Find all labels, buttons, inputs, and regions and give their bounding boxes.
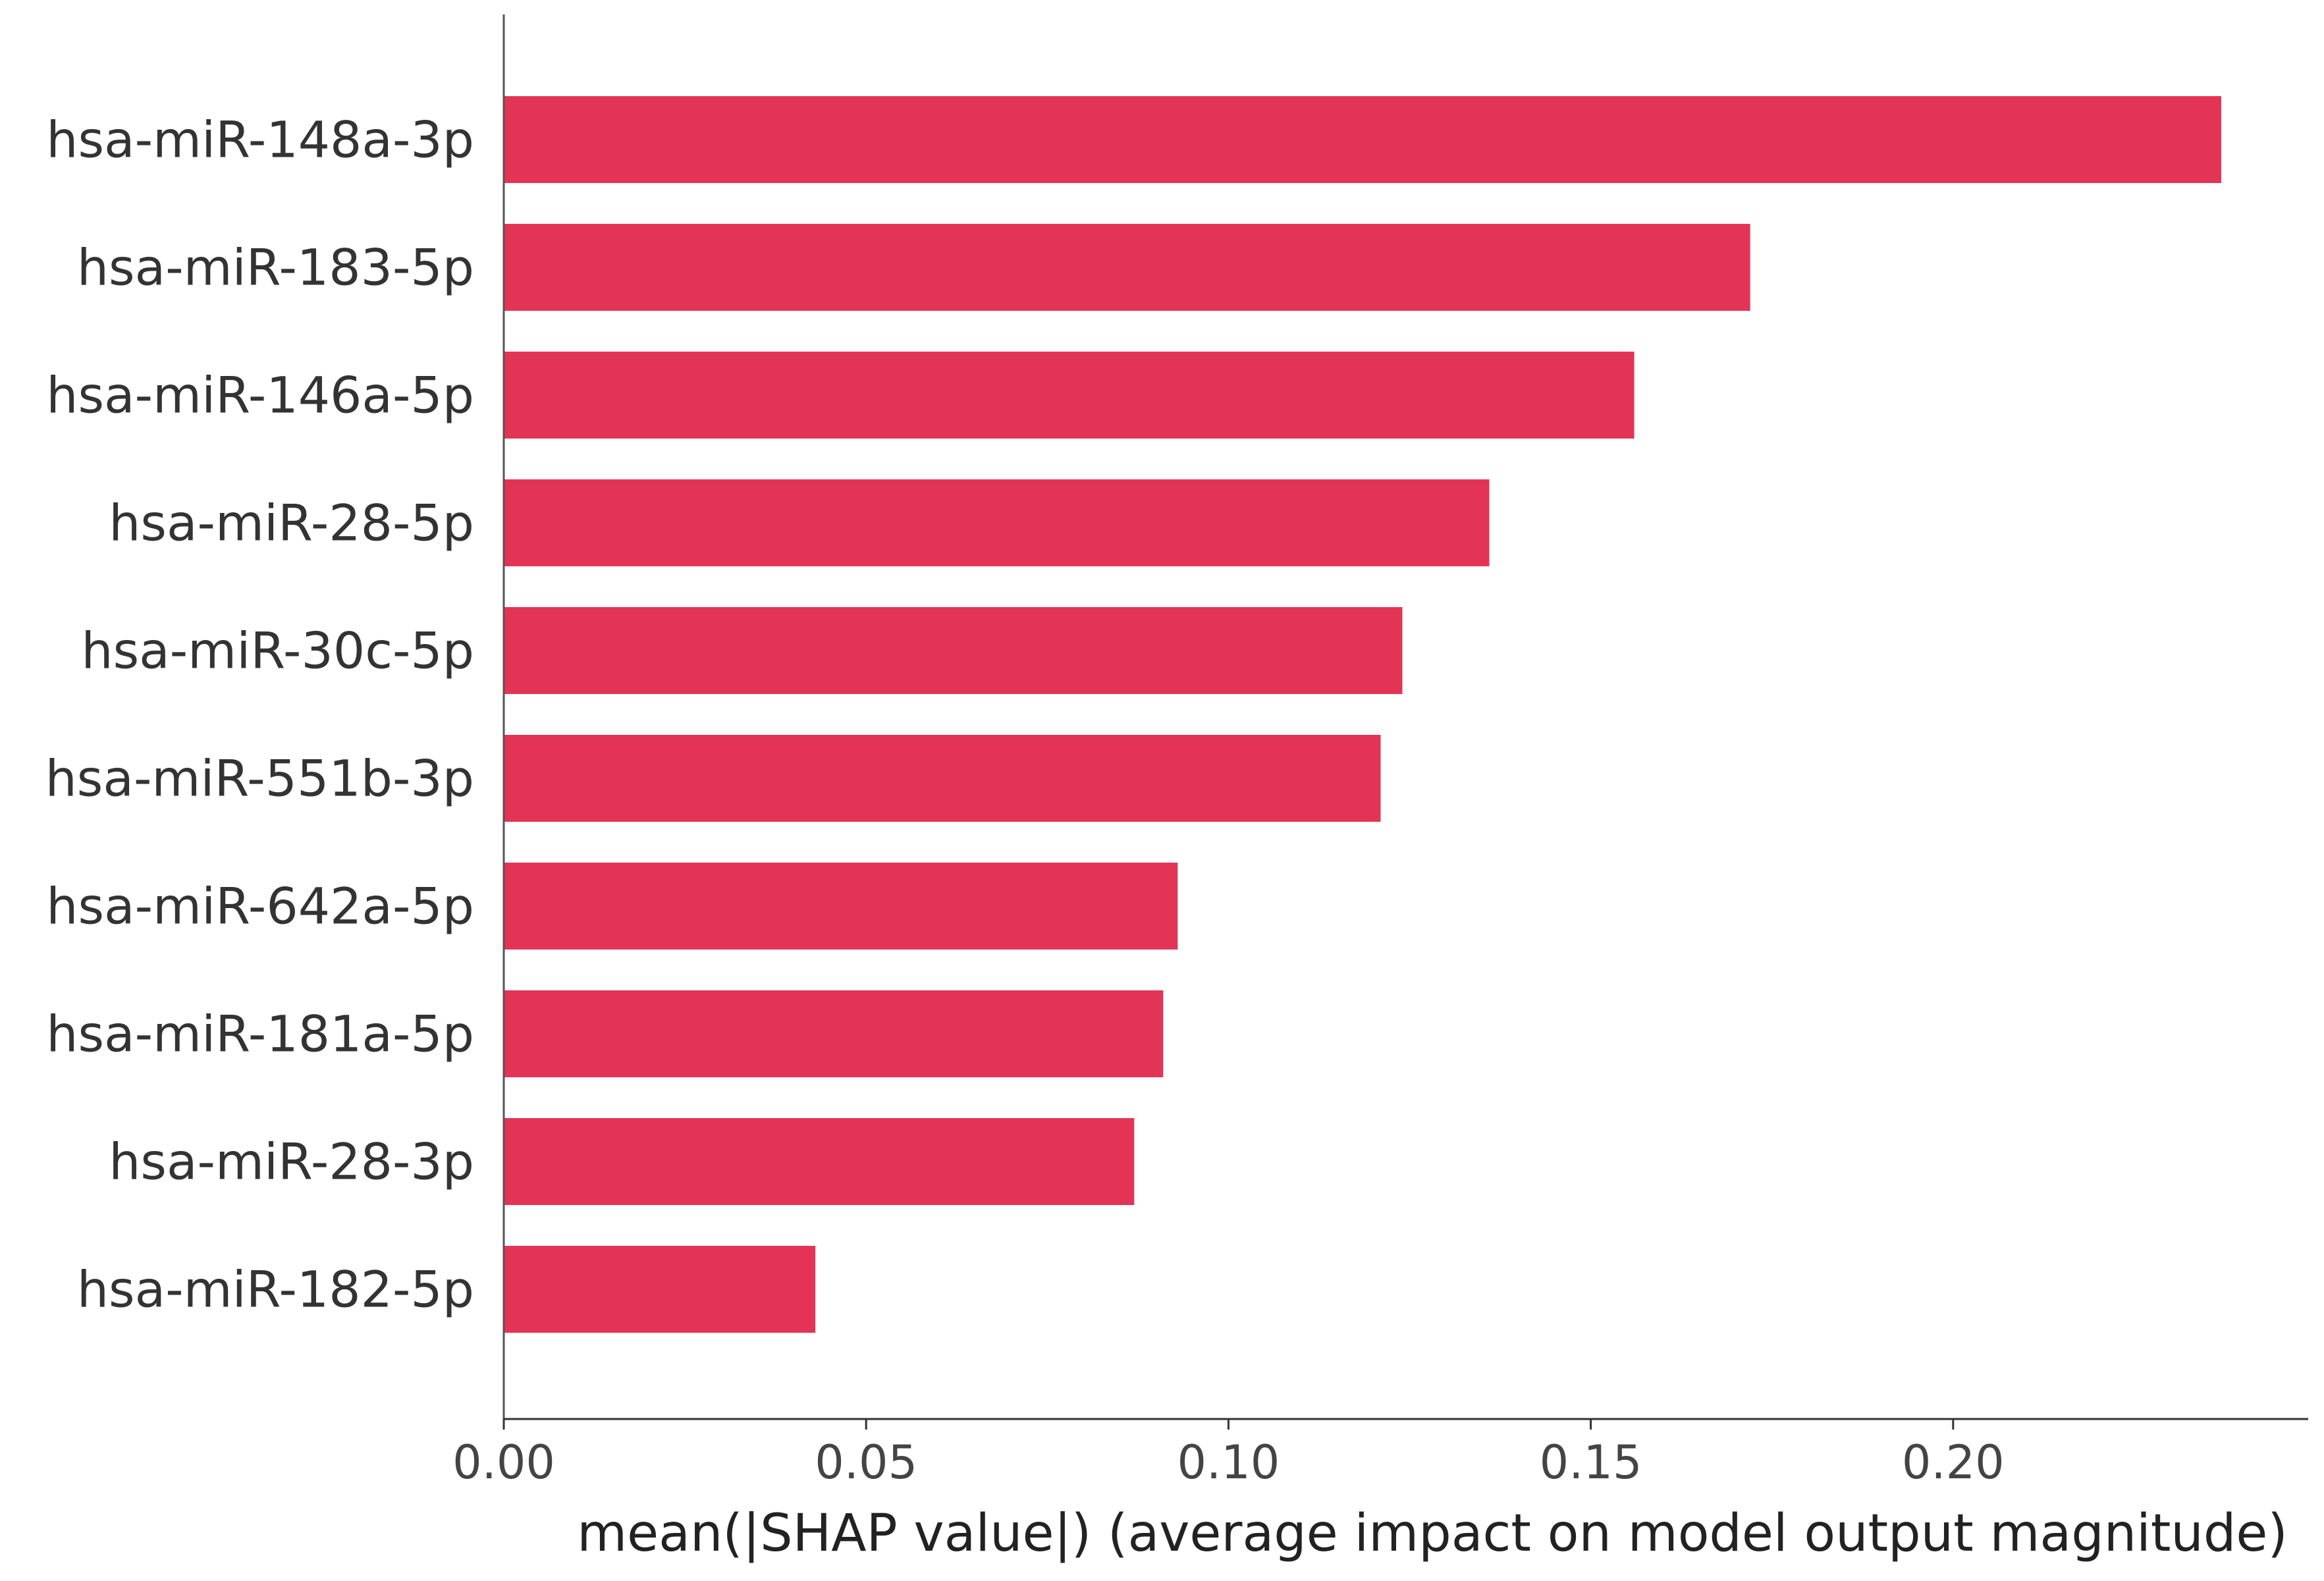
feature-label: hsa-miR-28-3p xyxy=(109,1133,474,1191)
bar-hsa-miR-551b-3p xyxy=(504,735,1381,822)
bars-layer xyxy=(504,96,2221,1333)
bar-hsa-miR-181a-5p xyxy=(504,990,1164,1077)
x-tick-label: 0.00 xyxy=(452,1435,555,1489)
x-tick-label: 0.05 xyxy=(815,1435,917,1489)
x-tick-label: 0.15 xyxy=(1540,1435,1642,1489)
bar-hsa-miR-146a-5p xyxy=(504,352,1635,439)
feature-label: hsa-miR-182-5p xyxy=(77,1260,474,1319)
feature-label: hsa-miR-148a-3p xyxy=(46,111,474,169)
bar-hsa-miR-642a-5p xyxy=(504,863,1178,950)
x-axis-ticks: 0.00 0.05 0.10 0.15 0.20 xyxy=(452,1419,2005,1489)
bar-hsa-miR-148a-3p xyxy=(504,96,2221,183)
feature-label: hsa-miR-181a-5p xyxy=(46,1005,474,1063)
bar-hsa-miR-182-5p xyxy=(504,1246,816,1333)
feature-label: hsa-miR-28-5p xyxy=(109,494,474,552)
feature-label: hsa-miR-642a-5p xyxy=(46,877,474,936)
x-tick-label: 0.10 xyxy=(1177,1435,1280,1489)
bar-hsa-miR-28-3p xyxy=(504,1118,1135,1205)
feature-label: hsa-miR-146a-5p xyxy=(46,366,474,425)
bar-hsa-miR-28-5p xyxy=(504,479,1490,566)
feature-labels: hsa-miR-148a-3p hsa-miR-183-5p hsa-miR-146… xyxy=(45,111,474,1319)
bar-hsa-miR-183-5p xyxy=(504,224,1750,311)
x-axis-title: mean(|SHAP value|) (average impact on mo… xyxy=(577,1504,2288,1563)
feature-label: hsa-miR-30c-5p xyxy=(81,622,474,680)
feature-label: hsa-miR-183-5p xyxy=(77,238,474,297)
bar-hsa-miR-30c-5p xyxy=(504,607,1403,694)
feature-label: hsa-miR-551b-3p xyxy=(45,749,474,808)
x-tick-label: 0.20 xyxy=(1902,1435,2005,1489)
